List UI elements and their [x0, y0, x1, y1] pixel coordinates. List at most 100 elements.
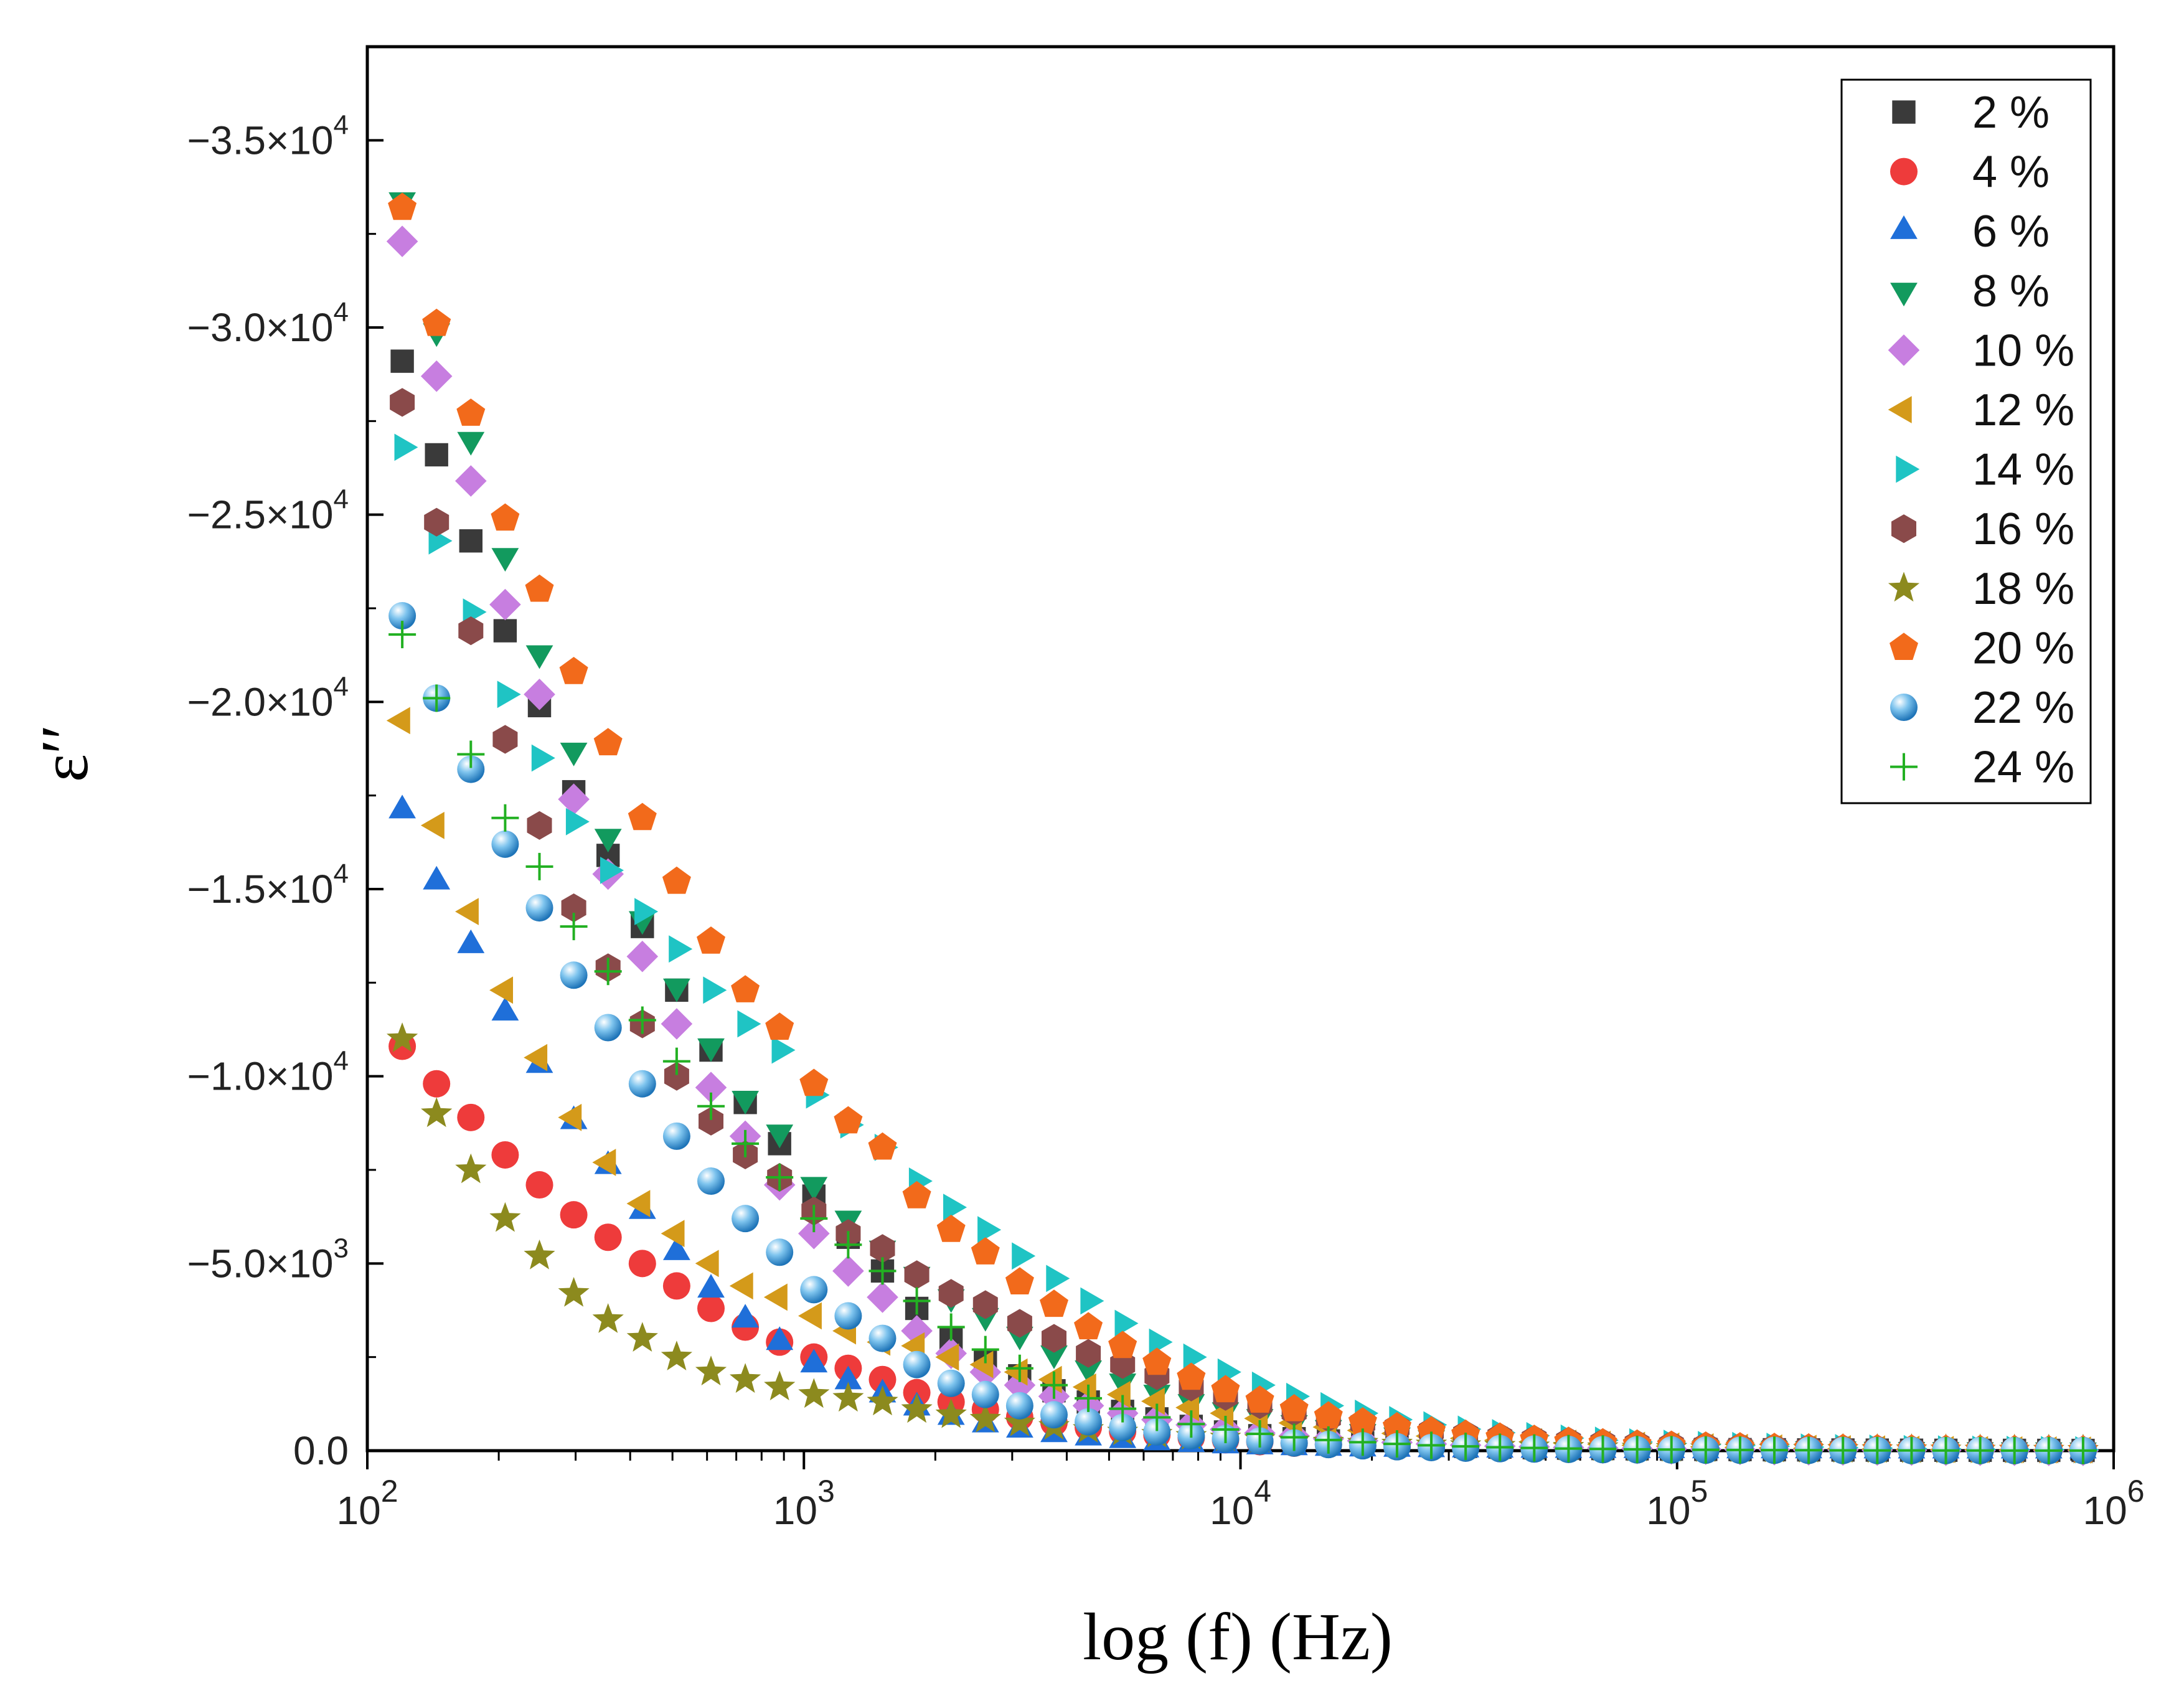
data-point — [593, 728, 623, 756]
y-tick-label: −1.5×104 — [187, 859, 349, 911]
data-point — [592, 1303, 624, 1333]
data-point — [936, 1215, 966, 1242]
data-point — [560, 913, 588, 941]
data-point — [455, 465, 487, 497]
data-point — [386, 707, 410, 735]
data-point — [1829, 1436, 1857, 1464]
data-point — [729, 1272, 753, 1300]
legend-box — [1840, 78, 2092, 804]
data-point — [800, 1177, 828, 1201]
data-point — [764, 1370, 796, 1401]
data-point — [766, 1326, 794, 1350]
data-point — [834, 1106, 863, 1134]
data-point — [1932, 1436, 1960, 1464]
data-point — [458, 616, 484, 646]
y-tick-label: −1.0×104 — [187, 1046, 349, 1099]
data-point — [2035, 1436, 2063, 1464]
data-point — [1004, 1406, 1035, 1436]
y-tick-label: −5.0×103 — [187, 1233, 349, 1286]
data-point — [1279, 1394, 1309, 1421]
data-point — [525, 645, 553, 669]
data-point — [798, 1217, 830, 1250]
data-point — [763, 1283, 788, 1311]
legend-label: 12 % — [1972, 385, 2074, 435]
data-point — [558, 1277, 590, 1307]
data-point — [388, 794, 416, 819]
data-point — [560, 961, 588, 989]
data-point — [1080, 1287, 1104, 1315]
data-point — [697, 1038, 725, 1062]
data-point — [703, 976, 727, 1004]
data-point — [695, 1072, 727, 1103]
data-point — [662, 1047, 690, 1075]
data-point — [527, 811, 552, 840]
data-point — [1005, 1392, 1033, 1420]
x-tick-label: 102 — [337, 1474, 398, 1533]
series-12 — [388, 621, 2097, 1464]
data-point — [935, 1343, 959, 1371]
data-point — [390, 349, 414, 373]
data-point — [457, 929, 485, 953]
legend-marker — [1891, 514, 1916, 544]
data-point — [1245, 1385, 1274, 1413]
data-point — [600, 857, 624, 884]
data-point — [661, 1340, 692, 1370]
data-point — [457, 755, 485, 783]
data-point — [1966, 1436, 1994, 1464]
data-point — [489, 976, 513, 1004]
data-point — [491, 503, 520, 531]
data-point — [560, 742, 588, 766]
data-point — [971, 1237, 1000, 1265]
data-point — [1108, 1331, 1137, 1359]
data-point — [695, 1250, 719, 1278]
data-point — [491, 830, 519, 858]
data-point — [1623, 1435, 1651, 1463]
data-point — [456, 398, 486, 426]
data-point — [424, 507, 450, 537]
data-point — [387, 1022, 418, 1052]
data-point — [558, 1103, 582, 1131]
data-point — [457, 431, 485, 456]
data-point — [1314, 1426, 1342, 1454]
data-point — [1040, 1371, 1068, 1399]
data-point — [969, 1403, 1001, 1433]
data-point — [1692, 1436, 1720, 1464]
data-point — [420, 811, 445, 839]
legend-marker — [1890, 215, 1918, 239]
data-point — [697, 1167, 725, 1195]
data-point — [594, 1223, 622, 1251]
data-point — [697, 1274, 725, 1298]
data-point — [634, 898, 659, 925]
data-point — [1863, 1436, 1891, 1464]
data-point — [868, 1324, 897, 1352]
data-point — [1076, 1339, 1101, 1368]
data-point — [699, 1106, 723, 1136]
data-point — [1726, 1436, 1754, 1464]
legend-marker — [1896, 455, 1920, 483]
data-point — [1143, 1418, 1171, 1446]
data-point — [834, 1302, 862, 1330]
data-point — [834, 1231, 862, 1259]
legend: 2 % 4 % 6 % 8 % 10 % 12 % 14 % 16 % 18 % 20 % 22 %… — [1840, 78, 2092, 804]
legend-label: 8 % — [1972, 266, 2050, 316]
data-point — [1383, 1430, 1411, 1458]
data-point — [1012, 1242, 1036, 1270]
legend-label: 16 % — [1972, 504, 2074, 554]
data-point — [697, 1294, 725, 1322]
data-point — [731, 975, 760, 1002]
data-point — [766, 1164, 794, 1192]
data-point — [903, 1287, 931, 1315]
data-point — [559, 657, 588, 684]
legend-label: 24 % — [1972, 743, 2074, 793]
data-point — [524, 679, 555, 710]
data-point — [799, 1068, 829, 1096]
data-point — [1004, 1369, 1036, 1401]
data-point — [1149, 1328, 1173, 1356]
data-point — [732, 1205, 760, 1233]
data-point — [1141, 1387, 1165, 1415]
data-point — [422, 308, 451, 336]
data-point — [901, 1393, 933, 1423]
data-point — [937, 1313, 965, 1341]
data-point — [697, 1092, 725, 1120]
